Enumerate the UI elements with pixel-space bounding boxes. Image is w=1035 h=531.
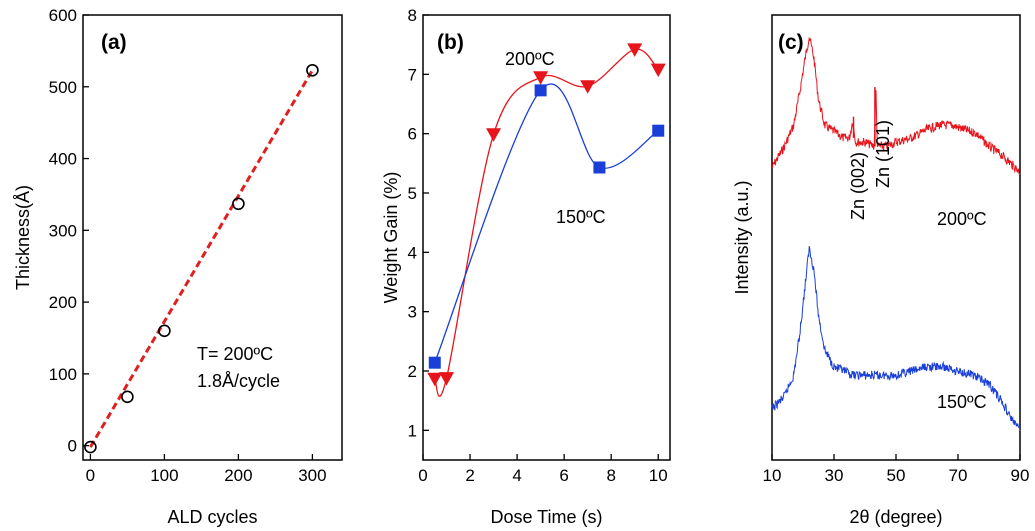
panel-a-x-axis-label: ALD cycles xyxy=(167,507,257,527)
panel-a-x-tick-label: 0 xyxy=(86,466,95,485)
panel-a-annotation-rate: 1.8Å/cycle xyxy=(197,371,280,391)
panel-c-series-2-trace xyxy=(771,245,1021,432)
panel-c-x-tick-label: 10 xyxy=(763,466,782,485)
panel-b-label: (b) xyxy=(437,31,464,54)
panel-b-x-tick-label: 4 xyxy=(512,466,521,485)
panel-b-y-axis-label: Weight Gain (%) xyxy=(381,172,401,304)
panel-a-y-tick-label: 500 xyxy=(49,78,77,97)
panel-b-y-tick-label: 1 xyxy=(408,421,417,440)
panel-b-x-tick-label: 8 xyxy=(606,466,615,485)
panel-b-y-tick-label: 5 xyxy=(408,184,417,203)
panel-a-label: (a) xyxy=(101,31,127,54)
panel-b-series-2-marker xyxy=(534,84,547,97)
panel-b-y-tick-label: 6 xyxy=(408,125,417,144)
panel-b-y-tick-label: 3 xyxy=(408,303,417,322)
panel-c-annotation-zn101: Zn (101) xyxy=(873,120,893,188)
panel-c-x-tick-label: 90 xyxy=(1011,466,1030,485)
panel-a-data-point xyxy=(84,440,97,454)
panel-c-series-1-trace xyxy=(771,36,1021,175)
panel-c-series-1-label: 200ºC xyxy=(937,209,987,229)
panel-b-series-1-marker xyxy=(533,71,549,85)
panel-a-data-point xyxy=(232,197,245,211)
panel-a-data-point xyxy=(306,63,319,77)
panel-c-x-axis-label: 2θ (degree) xyxy=(849,507,942,527)
panel-b-series-1-marker xyxy=(427,372,443,387)
panel-b-series-1-marker xyxy=(439,372,455,386)
panel-a-y-tick-label: 0 xyxy=(68,437,77,456)
panel-b-series-2-marker xyxy=(652,124,665,137)
panel-a-x-tick-label: 100 xyxy=(150,466,178,485)
panel-b-series-1-marker xyxy=(486,128,502,142)
panel-b-series-1-label: 200ºC xyxy=(505,49,555,69)
panel-c-series-2-label: 150ºC xyxy=(937,392,987,412)
panel-b-series-2-curve xyxy=(434,83,659,363)
panel-a-plot-frame xyxy=(82,14,343,461)
panel-b-y-tick-label: 7 xyxy=(408,65,417,84)
panel-b-series-1-marker xyxy=(627,43,643,57)
panel-c-label: (c) xyxy=(778,31,804,54)
panel-b-series-1-marker xyxy=(650,63,666,78)
panel-b-series-1-curve xyxy=(434,48,659,397)
panel-a-x-tick-label: 300 xyxy=(298,466,326,485)
panel-b-y-tick-label: 2 xyxy=(408,362,417,381)
panel-a-y-tick-label: 200 xyxy=(49,293,77,312)
panel-b-series-2-marker xyxy=(428,356,441,369)
panel-c-annotation-zn002: Zn (002) xyxy=(848,152,868,220)
panel-b-series-2-marker xyxy=(593,161,606,174)
panel-a-data-point xyxy=(158,324,171,338)
panel-b-x-axis-label: Dose Time (s) xyxy=(490,507,602,527)
panel-c-x-tick-label: 70 xyxy=(949,466,968,485)
panel-b-y-tick-label: 8 xyxy=(408,6,417,25)
panel-b-series-1-marker xyxy=(580,80,596,94)
panel-a-y-tick-label: 600 xyxy=(49,6,77,25)
panel-a-y-tick-label: 400 xyxy=(49,150,77,169)
panel-b-x-tick-label: 2 xyxy=(465,466,474,485)
panel-a-y-tick-label: 300 xyxy=(49,221,77,240)
panel-a-fit-line xyxy=(89,69,314,448)
panel-a-y-axis-label: Thickness(Å) xyxy=(13,185,33,290)
panel-c-x-tick-label: 30 xyxy=(825,466,844,485)
panel-b-x-tick-label: 6 xyxy=(559,466,568,485)
panel-b-y-tick-label: 4 xyxy=(408,243,417,262)
panel-a-data-point xyxy=(121,390,134,404)
panel-a-y-tick-label: 100 xyxy=(49,365,77,384)
panel-b-plot-frame xyxy=(422,14,671,461)
panel-b-x-tick-label: 0 xyxy=(418,466,427,485)
panel-c-y-axis-label: Intensity (a.u.) xyxy=(732,180,752,294)
panel-b-series-2-label: 150ºC xyxy=(556,207,606,227)
panel-a-annotation-temp: T= 200ºC xyxy=(197,344,273,364)
panel-a-x-tick-label: 200 xyxy=(224,466,252,485)
panel-b-x-tick-label: 10 xyxy=(649,466,668,485)
panel-c-x-tick-label: 50 xyxy=(887,466,906,485)
